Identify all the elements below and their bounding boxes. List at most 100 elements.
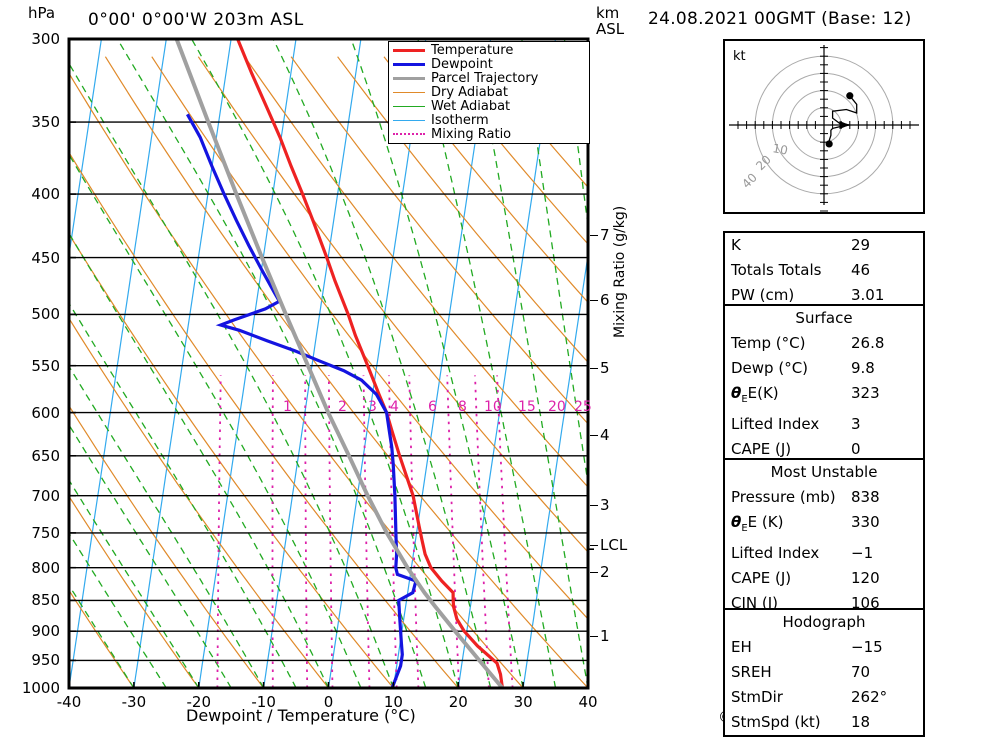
mixing-ratio-tick-label: 25: [574, 399, 592, 415]
hodograph-ring-label: 10: [771, 141, 788, 157]
pressure-tick-label: 450: [14, 249, 60, 267]
index-row: Temp (°C)26.8: [725, 331, 923, 356]
legend-label: Wet Adiabat: [431, 100, 510, 113]
temperature-tick-label: 20: [433, 693, 483, 711]
index-value: −15: [851, 635, 915, 660]
pressure-tick-label: 750: [14, 524, 60, 542]
dry-adiabat-line: [616, 57, 660, 688]
temperature-tick-label: -40: [44, 693, 94, 711]
surface-panel-title: Surface: [725, 306, 923, 331]
index-label: StmSpd (kt): [731, 710, 821, 735]
height-tick-mark: [590, 505, 598, 506]
pressure-tick-label: 700: [14, 487, 60, 505]
mixing-ratio-tick-label: 15: [518, 399, 536, 415]
index-label: SREH: [731, 660, 772, 685]
index-value: 330: [851, 510, 915, 541]
index-value: 29: [851, 233, 915, 258]
isotherm-line: [653, 39, 660, 688]
index-row: Dewp (°C)9.8: [725, 356, 923, 381]
height-tick-mark: [590, 368, 598, 369]
height-tick-label: 3: [600, 496, 610, 514]
index-row: Totals Totals 46: [725, 258, 923, 283]
height-tick-label: 7: [600, 226, 610, 244]
hodograph-endpoint: [826, 140, 833, 147]
index-label: EH: [731, 635, 752, 660]
legend-item: Dry Adiabat: [389, 85, 589, 99]
pressure-tick-label: 400: [14, 185, 60, 203]
index-value: 3: [851, 412, 915, 437]
height-tick-mark: [590, 435, 598, 436]
index-value: 18: [851, 710, 915, 735]
mixing-ratio-line: [217, 375, 220, 688]
temperature-tick-label: 30: [498, 693, 548, 711]
index-label: Lifted Index: [731, 541, 819, 566]
hodograph-endpoint: [846, 92, 853, 99]
temperature-tick-label: -30: [109, 693, 159, 711]
index-label: StmDir: [731, 685, 783, 710]
index-row: θEE(K) 323: [725, 381, 923, 412]
index-row: θEE (K) 330: [725, 510, 923, 541]
mixing-ratio-tick-label: 8: [458, 399, 467, 415]
wet-adiabat-line: [640, 39, 660, 688]
pressure-tick-label: 650: [14, 447, 60, 465]
legend-item: Wet Adiabat: [389, 99, 589, 113]
index-row: EH −15: [725, 635, 923, 660]
legend-item: Parcel Trajectory: [389, 71, 589, 85]
pressure-tick-label: 850: [14, 591, 60, 609]
profile-dewpoint: [187, 114, 416, 688]
pressure-tick-label: 350: [14, 113, 60, 131]
height-tick-mark: [590, 636, 598, 637]
legend-label: Dry Adiabat: [431, 86, 508, 99]
index-label: Pressure (mb): [731, 485, 836, 510]
dry-adiabat-line: [477, 57, 660, 688]
index-label: K: [731, 233, 741, 258]
mixing-ratio-tick-label: 10: [484, 399, 502, 415]
dry-adiabat-line: [431, 57, 661, 688]
index-label: Totals Totals: [731, 258, 821, 283]
index-row: StmSpd (kt) 18: [725, 710, 923, 735]
legend-label: Isotherm: [431, 114, 489, 127]
index-value: 46: [851, 258, 915, 283]
pressure-tick-label: 550: [14, 357, 60, 375]
index-value: 323: [851, 381, 915, 412]
mixing-ratio-tick-label: 4: [390, 399, 399, 415]
legend-label: Temperature: [431, 44, 513, 57]
legend-swatch: [393, 106, 425, 107]
index-label: Dewp (°C): [731, 356, 808, 381]
hodograph-ring-label: 20: [753, 152, 774, 173]
index-row: CAPE (J)120: [725, 566, 923, 591]
mixing-ratio-tick-label: 20: [548, 399, 566, 415]
most-unstable-panel-title: Most Unstable: [725, 460, 923, 485]
index-value: 262°: [851, 685, 915, 710]
index-label: Lifted Index: [731, 412, 819, 437]
hodograph-storm-motion-arrow: [839, 121, 849, 129]
isotherm-line: [134, 39, 231, 688]
legend-item: Isotherm: [389, 113, 589, 127]
legend-item: Dewpoint: [389, 57, 589, 71]
height-tick-mark: [590, 300, 598, 301]
height-tick-mark: [590, 572, 598, 573]
temperature-tick-label: 40: [563, 693, 613, 711]
legend-item: Mixing Ratio: [389, 127, 589, 141]
hodograph-unit-label: kt: [733, 49, 746, 64]
legend-swatch: [393, 92, 425, 93]
index-label: θEE(K): [731, 381, 779, 412]
mixing-ratio-tick-label: 3: [368, 399, 377, 415]
height-tick-label: LCL: [600, 536, 627, 554]
pressure-tick-label: 500: [14, 305, 60, 323]
mixing-ratio-tick-label: 2: [338, 399, 347, 415]
index-label: θEE (K): [731, 510, 783, 541]
height-tick-label: 1: [600, 627, 610, 645]
height-tick-label: 6: [600, 291, 610, 309]
legend-label: Parcel Trajectory: [431, 72, 538, 85]
